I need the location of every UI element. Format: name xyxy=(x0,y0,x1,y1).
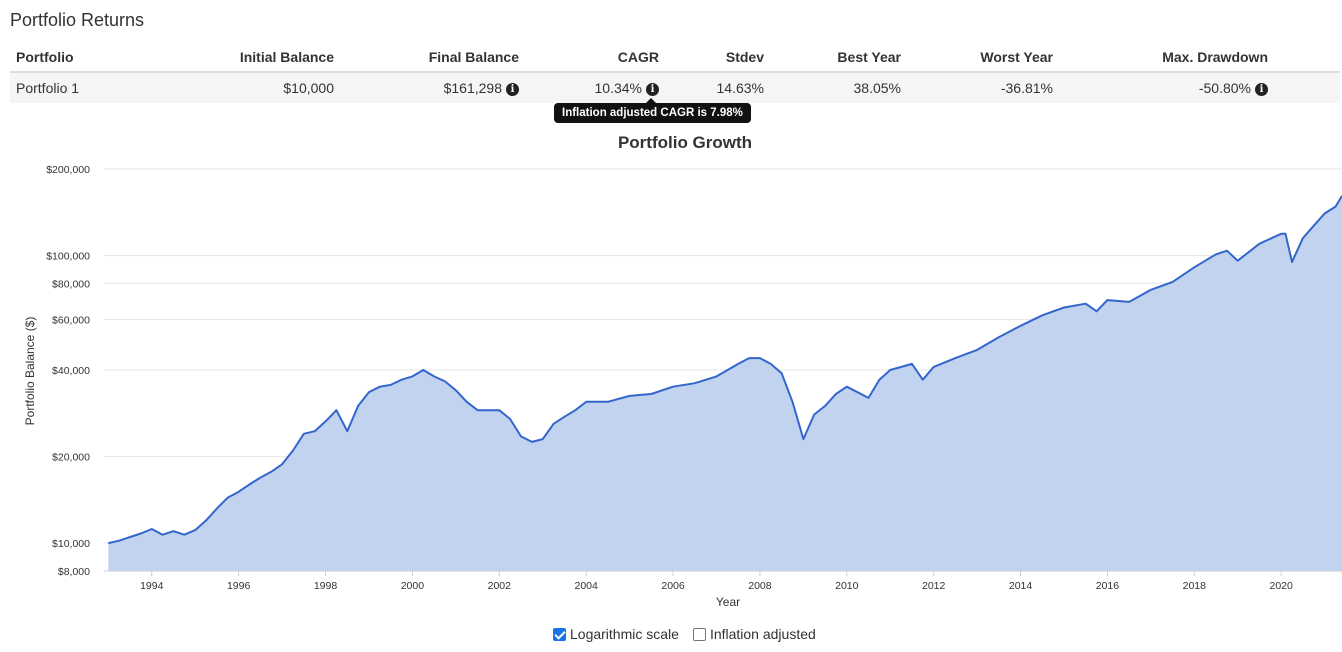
y-tick-label: $40,000 xyxy=(52,365,90,377)
y-tick-label: $8,000 xyxy=(58,566,90,578)
x-tick-label: 2018 xyxy=(1183,580,1207,592)
table-row: Portfolio 1 $10,000 $161,298 i 10.34% i 14… xyxy=(10,72,1340,103)
header-stdev[interactable]: Stdev xyxy=(665,42,770,73)
chart-title: Portfolio Growth xyxy=(618,133,752,152)
cell-best-year: 38.05% xyxy=(770,72,907,103)
series-line xyxy=(108,195,1342,545)
log-scale-label: Logarithmic scale xyxy=(570,626,679,642)
inflation-adjusted-toggle[interactable]: Inflation adjusted xyxy=(692,626,816,642)
x-tick-label: 1998 xyxy=(314,580,338,592)
section-title: Portfolio Returns xyxy=(10,10,145,30)
cell-stdev: 14.63% xyxy=(665,72,770,103)
header-max-drawdown[interactable]: Max. Drawdown xyxy=(1059,42,1274,73)
chart-area-layer xyxy=(108,195,1342,571)
x-tick-label: 1996 xyxy=(227,580,251,592)
cell-portfolio: Portfolio 1 xyxy=(10,72,140,103)
y-tick-label: $10,000 xyxy=(52,538,90,550)
cell-worst-year: -36.81% xyxy=(907,72,1059,103)
x-tick-label: 2000 xyxy=(401,580,425,592)
series-area xyxy=(108,195,1342,571)
final-balance-value: $161,298 xyxy=(443,80,502,96)
x-tick-label: 2014 xyxy=(1009,580,1033,592)
inflation-adjusted-checkbox[interactable] xyxy=(692,627,706,641)
cagr-value: 10.34% xyxy=(594,80,642,96)
header-final-balance[interactable]: Final Balance xyxy=(340,42,525,73)
x-tick-label: 2004 xyxy=(574,580,598,592)
x-tick-label: 2002 xyxy=(488,580,512,592)
header-cagr[interactable]: CAGR xyxy=(525,42,665,73)
portfolio-growth-chart: Portfolio Growth $8,000 $10,000 $20,000 $40… xyxy=(23,133,1342,609)
y-axis-label: Portfolio Balance ($) xyxy=(23,317,37,426)
y-tick-label: $20,000 xyxy=(52,452,90,464)
x-tick-label: 1994 xyxy=(140,580,164,592)
max-drawdown-value: -50.80% xyxy=(1198,80,1251,96)
header-spacer xyxy=(1274,42,1340,73)
cagr-tooltip: Inflation adjusted CAGR is 7.98% xyxy=(554,98,751,123)
header-initial-balance[interactable]: Initial Balance xyxy=(140,42,340,73)
x-tick-label: 2012 xyxy=(922,580,946,592)
x-tick-label: 2008 xyxy=(748,580,772,592)
cell-cagr: 10.34% i xyxy=(525,72,665,103)
y-tick-label: $60,000 xyxy=(52,314,90,326)
info-icon[interactable]: i xyxy=(1255,83,1268,96)
x-tick-label: 2020 xyxy=(1270,580,1294,592)
cell-initial-balance: $10,000 xyxy=(140,72,340,103)
x-axis-ticks: 1994 1996 1998 2000 2002 2004 2006 2008 2010 2012… xyxy=(140,571,1293,592)
x-tick-label: 2016 xyxy=(1096,580,1120,592)
chart-controls: Logarithmic scale Inflation adjusted xyxy=(553,626,830,642)
inflation-adjusted-label: Inflation adjusted xyxy=(709,626,816,642)
header-best-year[interactable]: Best Year xyxy=(770,42,907,73)
y-tick-label: $100,000 xyxy=(46,251,90,263)
x-tick-label: 2006 xyxy=(661,580,685,592)
info-icon[interactable]: i xyxy=(646,83,659,96)
cell-spacer xyxy=(1274,72,1340,103)
y-tick-label: $80,000 xyxy=(52,278,90,290)
log-scale-toggle[interactable]: Logarithmic scale xyxy=(553,626,679,642)
y-axis-ticks: $8,000 $10,000 $20,000 $40,000 $60,000 $80,00… xyxy=(46,164,90,578)
header-portfolio[interactable]: Portfolio xyxy=(10,42,140,73)
y-tick-label: $200,000 xyxy=(46,164,90,176)
info-icon[interactable]: i xyxy=(506,83,519,96)
returns-table: Portfolio Initial Balance Final Balance … xyxy=(10,42,1340,103)
cell-max-drawdown: -50.80% i xyxy=(1059,72,1274,103)
cell-final-balance: $161,298 i xyxy=(340,72,525,103)
x-axis-label: Year xyxy=(716,595,740,609)
x-tick-label: 2010 xyxy=(835,580,859,592)
table-header-row: Portfolio Initial Balance Final Balance … xyxy=(10,42,1340,73)
header-worst-year[interactable]: Worst Year xyxy=(907,42,1059,73)
log-scale-checkbox[interactable] xyxy=(553,627,566,641)
